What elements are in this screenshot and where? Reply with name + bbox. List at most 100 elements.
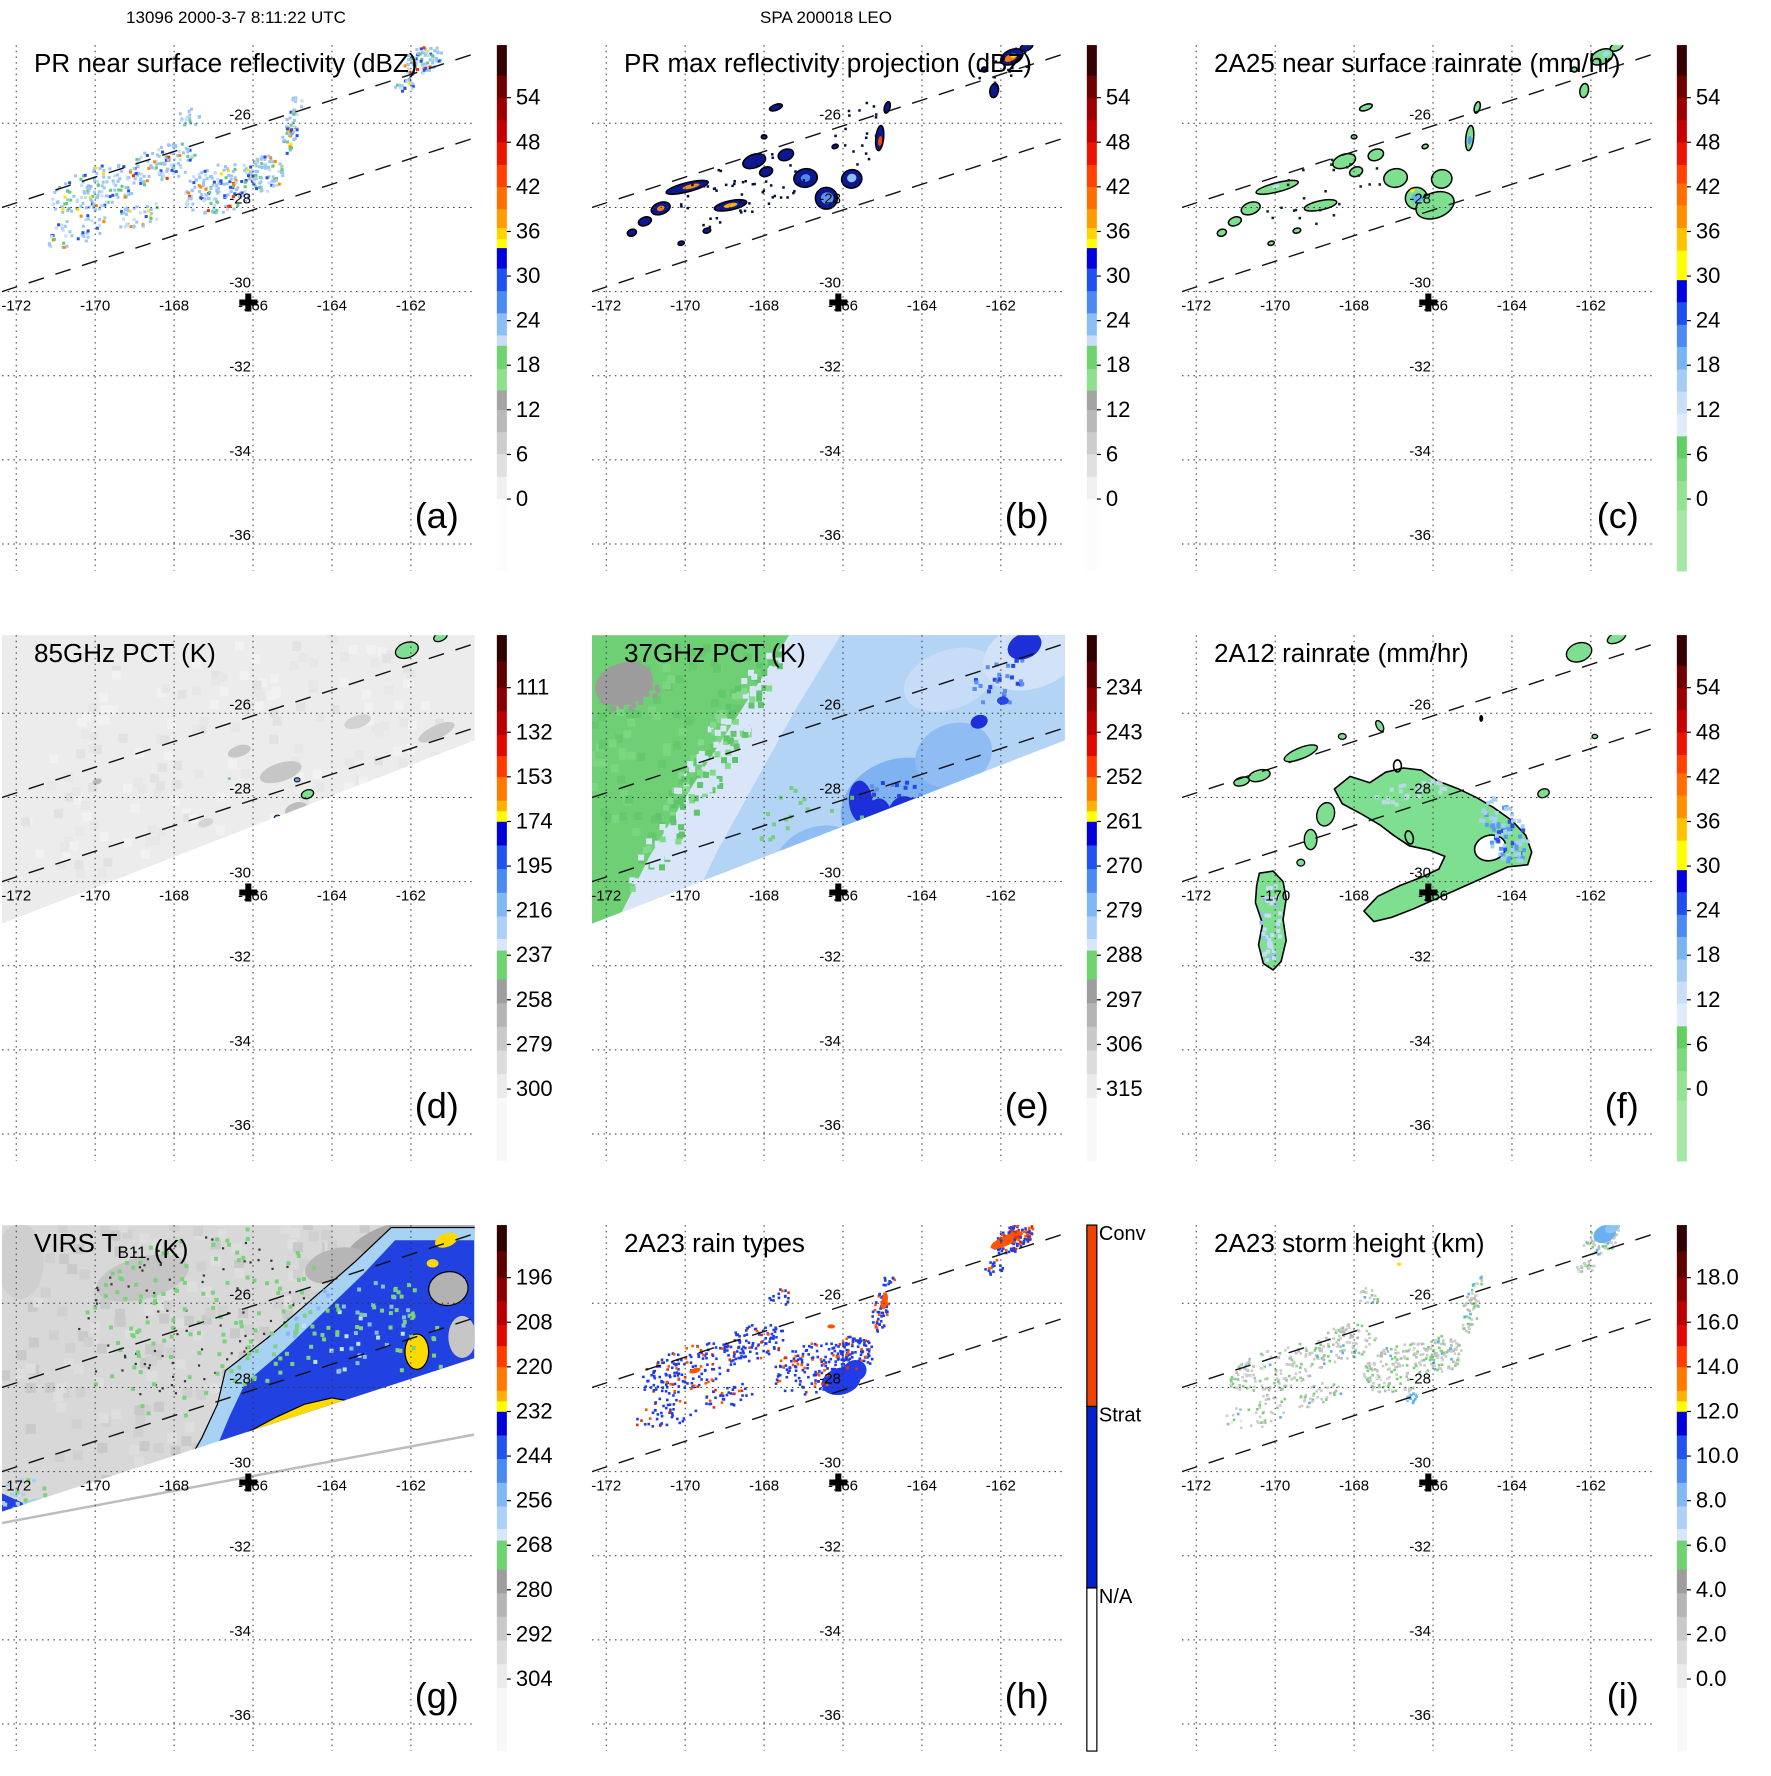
rect-graphic [1261, 1426, 1264, 1429]
rect-graphic [1438, 1364, 1441, 1367]
rect-graphic [845, 1343, 848, 1346]
rect-graphic [211, 1291, 215, 1295]
rect-graphic [98, 232, 101, 235]
rect-graphic [1368, 1337, 1371, 1340]
rect-graphic [246, 1227, 250, 1231]
rect-graphic [696, 1385, 699, 1388]
data-blob [274, 815, 280, 820]
rect-graphic [398, 84, 401, 87]
colorbar-tick-label: 306 [1106, 1031, 1143, 1056]
rect-graphic [110, 1374, 114, 1378]
rect-graphic [1031, 1225, 1034, 1228]
rect-graphic [1350, 1334, 1353, 1337]
rect-graphic [1279, 1404, 1282, 1407]
rect-graphic [108, 176, 111, 179]
colorbar-tick-label: 16.0 [1696, 1309, 1739, 1334]
rect-graphic [68, 230, 71, 233]
rect-graphic [979, 684, 983, 688]
rect-graphic [713, 1406, 716, 1409]
rect-graphic [49, 754, 58, 763]
rect-graphic [843, 1371, 846, 1374]
rect-graphic [801, 1355, 804, 1358]
rect-graphic [217, 187, 220, 190]
rect-graphic [140, 1441, 150, 1451]
rect-graphic [1583, 1262, 1586, 1265]
rect-graphic [988, 1267, 991, 1270]
lon-tick-label: -170 [1260, 888, 1290, 905]
rect-graphic [636, 1424, 639, 1427]
rect-graphic [735, 685, 741, 691]
rect-graphic [64, 225, 67, 228]
rect-graphic [1365, 1287, 1368, 1290]
rect-graphic [855, 1368, 858, 1371]
rect-graphic [312, 1266, 316, 1270]
rect-graphic [431, 752, 440, 761]
data-blob [167, 1521, 181, 1539]
rect-graphic [345, 758, 354, 767]
rect-graphic [77, 718, 86, 727]
pixel-cluster [1314, 1323, 1378, 1363]
rect-graphic [1463, 1316, 1466, 1319]
rect-graphic [672, 1408, 675, 1411]
rect-graphic [275, 179, 278, 182]
rect-graphic [1614, 1241, 1617, 1244]
rect-graphic [64, 182, 67, 185]
rect-graphic [292, 642, 301, 651]
rect-graphic [201, 1348, 203, 1350]
rect-graphic [834, 135, 837, 138]
rect-graphic [1462, 1324, 1465, 1327]
rect-graphic [781, 1330, 784, 1333]
rect-graphic [857, 1341, 860, 1344]
rect-graphic [1468, 1310, 1471, 1313]
rect-graphic [708, 1342, 711, 1345]
rect-graphic [64, 196, 67, 199]
rect-graphic [184, 1264, 188, 1268]
pixel-cluster [48, 214, 106, 249]
rect-graphic [1087, 98, 1097, 121]
rect-graphic [1335, 1330, 1338, 1333]
rect-graphic [116, 1341, 120, 1345]
rect-graphic [264, 164, 267, 167]
rect-graphic [1677, 45, 1687, 76]
rect-graphic [436, 47, 439, 50]
rect-graphic [1019, 679, 1023, 683]
rect-graphic [1503, 830, 1507, 834]
rect-graphic [95, 1370, 97, 1372]
rect-graphic [1368, 1333, 1371, 1336]
colorbar-tick-label: 279 [1106, 898, 1143, 923]
rect-graphic [1450, 1344, 1453, 1347]
rect-graphic [1456, 1363, 1459, 1366]
rect-graphic [805, 1349, 808, 1352]
rect-graphic [677, 1374, 680, 1377]
rect-graphic [669, 1383, 672, 1386]
rect-graphic [166, 177, 169, 180]
rect-graphic [112, 671, 121, 680]
lat-tick-label: -30 [1409, 275, 1431, 292]
rect-graphic [1327, 1355, 1330, 1358]
rect-graphic [851, 1356, 854, 1359]
rect-graphic [1677, 1459, 1687, 1483]
rect-graphic [861, 144, 864, 147]
rect-graphic [675, 1364, 678, 1367]
rect-graphic [787, 858, 791, 862]
rect-graphic [611, 764, 619, 772]
rect-graphic [774, 1326, 777, 1329]
rect-graphic [633, 710, 641, 718]
rect-graphic [11, 1510, 15, 1514]
lon-tick-label: -170 [670, 298, 700, 315]
rect-graphic [307, 823, 311, 827]
rect-graphic [100, 190, 103, 193]
rect-graphic [1526, 839, 1530, 843]
rect-graphic [227, 899, 236, 908]
rect-graphic [82, 235, 85, 238]
rect-graphic [1013, 1223, 1016, 1226]
rect-graphic [887, 1283, 890, 1286]
rect-graphic [1677, 915, 1687, 938]
rect-graphic [706, 1363, 709, 1366]
rect-graphic [738, 1390, 741, 1393]
rect-graphic [270, 1320, 272, 1322]
rect-graphic [84, 196, 87, 199]
rect-graphic [1677, 1483, 1687, 1507]
rect-graphic [133, 218, 136, 221]
echo-cell [626, 228, 637, 238]
